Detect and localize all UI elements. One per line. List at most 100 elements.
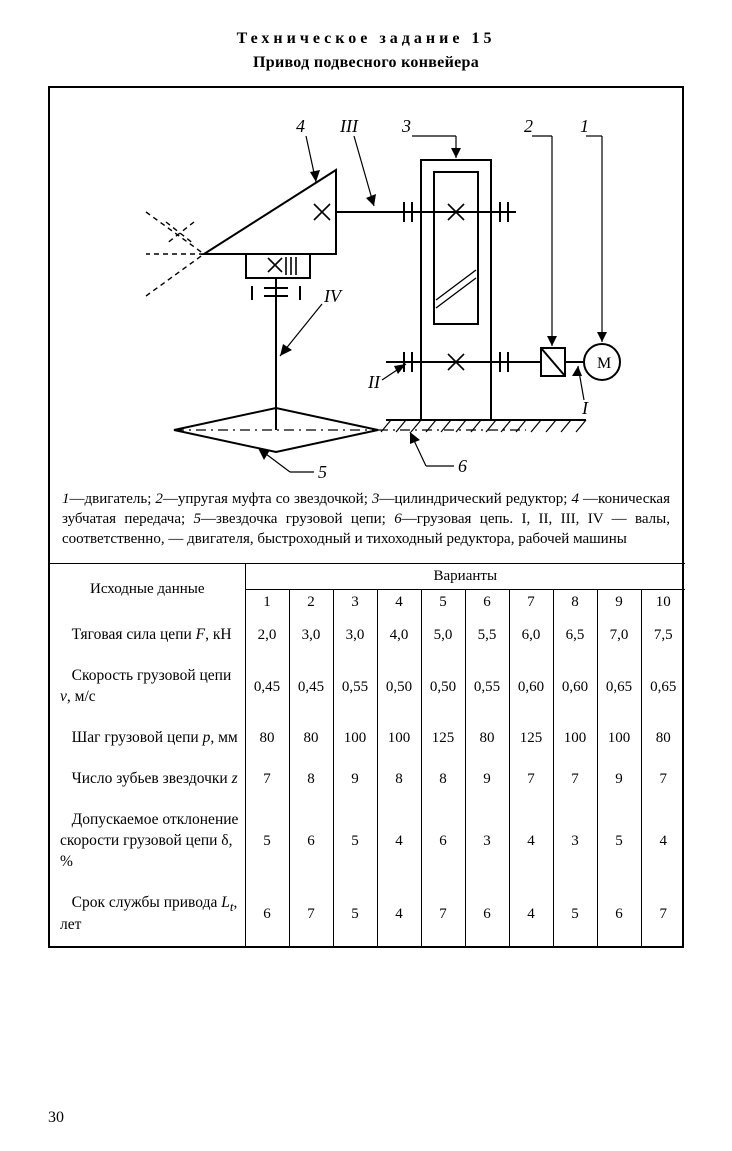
cell: 7,0 bbox=[597, 615, 641, 656]
cell: 2,0 bbox=[245, 615, 289, 656]
fig-label-6: 6 bbox=[458, 456, 467, 476]
table-row: Шаг грузовой цепи p, мм80801001001258012… bbox=[50, 718, 685, 759]
cell: 6 bbox=[289, 800, 333, 883]
cell: 5 bbox=[333, 800, 377, 883]
fig-label-IV: IV bbox=[323, 286, 343, 306]
th-rowhead: Исходные данные bbox=[50, 564, 245, 616]
cell: 9 bbox=[597, 759, 641, 800]
table-row: Допускаемое отклонение скорости грузовой… bbox=[50, 800, 685, 883]
cell: 3,0 bbox=[289, 615, 333, 656]
th-variant: 4 bbox=[377, 590, 421, 616]
cell: 5 bbox=[553, 883, 597, 946]
cell: 125 bbox=[421, 718, 465, 759]
th-variant: 3 bbox=[333, 590, 377, 616]
cell: 3,0 bbox=[333, 615, 377, 656]
cell: 4 bbox=[641, 800, 685, 883]
th-variant: 5 bbox=[421, 590, 465, 616]
fig-label-2: 2 bbox=[524, 116, 533, 136]
cell: 9 bbox=[465, 759, 509, 800]
cell: 0,60 bbox=[509, 656, 553, 718]
cell: 125 bbox=[509, 718, 553, 759]
th-variant: 6 bbox=[465, 590, 509, 616]
cell: 5 bbox=[333, 883, 377, 946]
cell: 100 bbox=[333, 718, 377, 759]
th-variant: 8 bbox=[553, 590, 597, 616]
cell: 0,60 bbox=[553, 656, 597, 718]
row-label: Срок службы привода Lt, лет bbox=[50, 883, 245, 946]
fig-label-1: 1 bbox=[580, 116, 589, 136]
cell: 5,5 bbox=[465, 615, 509, 656]
fig-label-II: II bbox=[367, 372, 381, 392]
cell: 80 bbox=[289, 718, 333, 759]
th-variant: 2 bbox=[289, 590, 333, 616]
cell: 7 bbox=[553, 759, 597, 800]
cell: 5,0 bbox=[421, 615, 465, 656]
cell: 7,5 bbox=[641, 615, 685, 656]
cell: 0,55 bbox=[465, 656, 509, 718]
cell: 5 bbox=[597, 800, 641, 883]
cell: 7 bbox=[245, 759, 289, 800]
page-subheading: Привод подвесного конвейера bbox=[48, 54, 684, 72]
table-row: Тяговая сила цепи F, кН2,03,03,04,05,05,… bbox=[50, 615, 685, 656]
cell: 100 bbox=[553, 718, 597, 759]
figure-caption: 1—двигатель; 2—упругая муфта со звездочк… bbox=[50, 490, 682, 563]
table-row: Срок службы привода Lt, лет6754764567 bbox=[50, 883, 685, 946]
schematic-diagram: 4 III 3 2 1 IV II I 5 6 М bbox=[86, 110, 646, 480]
content-frame: 4 III 3 2 1 IV II I 5 6 М 1—двигатель; 2… bbox=[48, 86, 684, 948]
fig-label-III: III bbox=[339, 116, 359, 136]
row-label: Допускаемое отклонение скорости грузовой… bbox=[50, 800, 245, 883]
cell: 4 bbox=[377, 800, 421, 883]
cell: 3 bbox=[553, 800, 597, 883]
cell: 8 bbox=[289, 759, 333, 800]
row-label: Число зубьев звездочки z bbox=[50, 759, 245, 800]
cell: 7 bbox=[289, 883, 333, 946]
data-table: Исходные данные Варианты 12345678910 Тяг… bbox=[50, 563, 685, 946]
fig-label-3: 3 bbox=[401, 116, 411, 136]
cell: 7 bbox=[509, 759, 553, 800]
table-row: Число зубьев звездочки z7898897797 bbox=[50, 759, 685, 800]
fig-label-I: I bbox=[581, 398, 589, 418]
page-heading: Техническое задание 15 bbox=[48, 30, 684, 48]
th-variant: 1 bbox=[245, 590, 289, 616]
cell: 8 bbox=[421, 759, 465, 800]
table-row: Скорость грузовой цепи v, м/с0,450,450,5… bbox=[50, 656, 685, 718]
th-variant: 7 bbox=[509, 590, 553, 616]
cell: 6 bbox=[465, 883, 509, 946]
cell: 100 bbox=[597, 718, 641, 759]
th-variant: 10 bbox=[641, 590, 685, 616]
figure-area: 4 III 3 2 1 IV II I 5 6 М bbox=[50, 88, 682, 490]
row-label: Тяговая сила цепи F, кН bbox=[50, 615, 245, 656]
cell: 100 bbox=[377, 718, 421, 759]
cell: 4,0 bbox=[377, 615, 421, 656]
fig-label-4: 4 bbox=[296, 116, 305, 136]
cell: 0,55 bbox=[333, 656, 377, 718]
row-label: Шаг грузовой цепи p, мм bbox=[50, 718, 245, 759]
cell: 5 bbox=[245, 800, 289, 883]
cell: 0,65 bbox=[641, 656, 685, 718]
cell: 80 bbox=[641, 718, 685, 759]
th-variants: Варианты bbox=[245, 564, 685, 590]
cell: 7 bbox=[641, 883, 685, 946]
motor-letter: М bbox=[597, 355, 611, 372]
cell: 0,50 bbox=[421, 656, 465, 718]
page: Техническое задание 15 Привод подвесного… bbox=[0, 0, 732, 1151]
cell: 4 bbox=[377, 883, 421, 946]
cell: 8 bbox=[377, 759, 421, 800]
th-variant: 9 bbox=[597, 590, 641, 616]
cell: 4 bbox=[509, 883, 553, 946]
page-number: 30 bbox=[48, 1109, 64, 1127]
cell: 6 bbox=[245, 883, 289, 946]
cell: 0,50 bbox=[377, 656, 421, 718]
cell: 4 bbox=[509, 800, 553, 883]
cell: 0,65 bbox=[597, 656, 641, 718]
cell: 6 bbox=[597, 883, 641, 946]
cell: 7 bbox=[641, 759, 685, 800]
cell: 0,45 bbox=[245, 656, 289, 718]
cell: 0,45 bbox=[289, 656, 333, 718]
fig-label-5: 5 bbox=[318, 462, 327, 480]
cell: 6 bbox=[421, 800, 465, 883]
cell: 9 bbox=[333, 759, 377, 800]
cell: 7 bbox=[421, 883, 465, 946]
cell: 80 bbox=[465, 718, 509, 759]
row-label: Скорость грузовой цепи v, м/с bbox=[50, 656, 245, 718]
